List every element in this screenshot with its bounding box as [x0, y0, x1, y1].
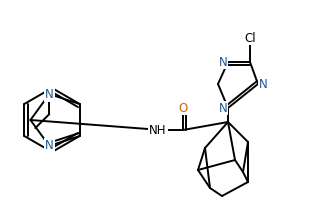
Text: N: N — [259, 78, 267, 90]
Text: O: O — [178, 101, 188, 114]
Text: Cl: Cl — [244, 32, 256, 45]
Text: N: N — [45, 139, 54, 152]
Text: NH: NH — [149, 123, 167, 136]
Text: N: N — [45, 88, 54, 101]
Text: N: N — [219, 101, 227, 114]
Text: N: N — [219, 56, 227, 69]
